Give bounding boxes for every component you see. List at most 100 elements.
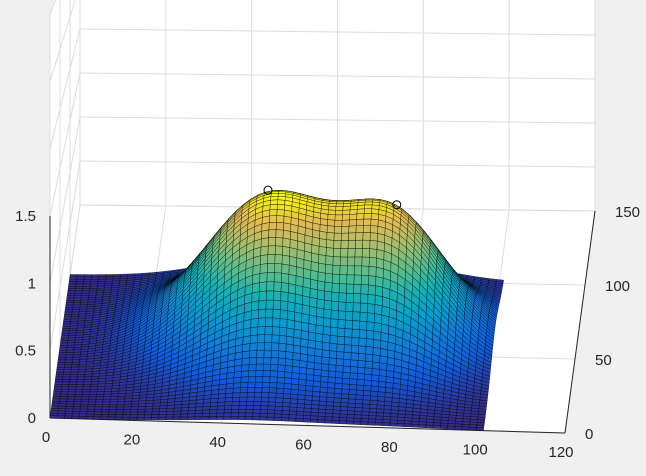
surface-face <box>257 326 266 336</box>
surface-face <box>355 232 364 241</box>
surface-face <box>329 342 338 352</box>
surface-face <box>71 364 80 368</box>
surface-face <box>53 391 62 395</box>
surface-face <box>270 350 279 359</box>
surface-face <box>61 386 70 390</box>
surface-face <box>114 416 123 420</box>
surface-face <box>60 391 69 395</box>
surface-face <box>274 263 283 274</box>
surface-face <box>286 336 294 346</box>
surface-face <box>368 418 376 423</box>
surface-face <box>96 391 105 395</box>
surface-face <box>327 209 336 216</box>
surface-face <box>328 370 336 378</box>
surface-face <box>317 412 326 417</box>
surface-face <box>291 378 300 385</box>
surface-face <box>50 413 59 416</box>
surface-face <box>241 357 250 366</box>
surface-face <box>363 213 372 220</box>
surface-face <box>173 407 182 412</box>
surface-face <box>276 209 285 217</box>
surface-face <box>331 416 340 421</box>
surface-face <box>376 400 385 406</box>
surface-face <box>364 208 372 214</box>
surface-face <box>252 412 261 417</box>
surface-face <box>341 388 350 395</box>
surface-face <box>237 412 246 417</box>
surface-face <box>389 419 398 424</box>
surface-face <box>315 324 324 335</box>
surface-face <box>311 395 320 402</box>
surface-face <box>308 314 317 326</box>
surface-face <box>271 326 280 336</box>
surface-face <box>391 405 399 411</box>
surface-face <box>287 301 296 313</box>
surface-face <box>64 415 73 419</box>
surface-face <box>302 286 311 298</box>
x-tick-labels: 0 20 40 60 80 100 120 <box>42 429 574 461</box>
surface-face <box>375 276 384 288</box>
surface-face <box>80 406 88 410</box>
surface-face <box>350 352 359 361</box>
surface-face <box>285 358 293 367</box>
surface-face <box>80 297 89 301</box>
surface-face <box>66 396 75 400</box>
surface-face <box>137 406 146 410</box>
surface-face <box>335 210 344 216</box>
surface-face <box>326 401 334 407</box>
surface-face <box>355 389 364 396</box>
surface-face <box>269 209 278 217</box>
surface-face <box>318 408 327 414</box>
surface-face <box>259 272 268 283</box>
surface-face <box>348 389 357 396</box>
surface-face <box>340 232 349 241</box>
surface-face <box>289 398 298 404</box>
surface-face <box>354 411 363 416</box>
surface-face <box>292 352 301 361</box>
surface-face <box>61 330 70 334</box>
surface-face <box>60 340 69 344</box>
surface-face <box>397 416 406 421</box>
surface-face <box>294 311 303 323</box>
surface-face <box>349 209 358 215</box>
surface-face <box>334 382 343 390</box>
surface-face <box>355 399 364 405</box>
surface-face <box>284 371 293 379</box>
surface-face <box>81 396 90 400</box>
surface-face <box>100 414 109 418</box>
surface-face <box>223 409 232 414</box>
surface-face <box>382 416 391 421</box>
x-tick-label: 120 <box>548 444 573 461</box>
surface-face <box>158 416 167 421</box>
surface-face <box>291 372 300 380</box>
surface-face <box>258 308 267 319</box>
surface-face <box>59 396 68 400</box>
surface-face <box>315 332 324 343</box>
surface-face <box>86 411 95 415</box>
surface-face <box>297 394 306 401</box>
surface-face <box>277 370 286 378</box>
surface-face <box>81 295 90 299</box>
surface-face <box>383 405 392 410</box>
surface-face <box>242 350 250 359</box>
surface-face <box>145 403 154 407</box>
surface-face <box>101 406 110 410</box>
surface-face <box>347 402 356 408</box>
surface-face <box>71 415 80 419</box>
surface-face <box>96 394 105 398</box>
surface-face <box>102 401 111 405</box>
surface-face <box>98 274 107 278</box>
surface-face <box>374 422 383 426</box>
surface-face <box>61 384 70 388</box>
axes-side-wall <box>50 0 80 418</box>
surface-face <box>349 372 358 380</box>
surface-face <box>298 384 307 391</box>
surface-face <box>337 319 346 329</box>
surface-face <box>314 348 323 358</box>
surface-face <box>356 373 365 381</box>
surface-face <box>238 401 247 406</box>
surface-face <box>65 354 74 358</box>
surface-face <box>353 274 362 285</box>
surface-face <box>327 382 336 389</box>
surface-face <box>349 384 357 391</box>
